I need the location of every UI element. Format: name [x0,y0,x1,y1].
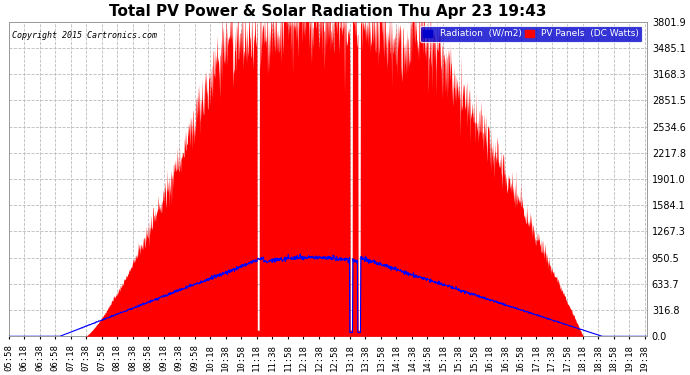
Title: Total PV Power & Solar Radiation Thu Apr 23 19:43: Total PV Power & Solar Radiation Thu Apr… [109,4,546,19]
Text: Copyright 2015 Cartronics.com: Copyright 2015 Cartronics.com [12,31,157,40]
Legend: Radiation  (W/m2), PV Panels  (DC Watts): Radiation (W/m2), PV Panels (DC Watts) [420,26,642,42]
